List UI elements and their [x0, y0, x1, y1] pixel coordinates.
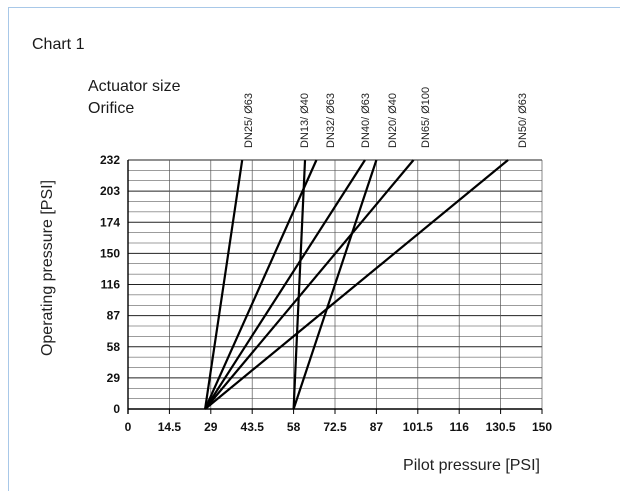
series-line	[292, 159, 307, 410]
x-tick-labels: 0 14.5 29 43.5 58 72.5 87 101.5 116 130.5 150	[125, 409, 552, 434]
y-tick-label: 0	[113, 402, 120, 416]
y-tick-label: 116	[101, 278, 121, 292]
y-tick-label: 174	[100, 215, 120, 229]
x-tick-label: 0	[125, 420, 132, 434]
x-tick-label: 116	[450, 420, 470, 434]
series-line	[292, 159, 378, 410]
y-tick-label: 87	[107, 309, 121, 323]
series-label: DN65/ Ø100	[420, 87, 432, 148]
series-line	[204, 159, 244, 410]
series-label: DN32/ Ø63	[325, 93, 337, 148]
x-tick-label: 14.5	[158, 420, 182, 434]
series-label: DN40/ Ø63	[360, 93, 372, 148]
x-tick-label: 58	[287, 420, 301, 434]
series-line	[204, 159, 415, 410]
series-label: DN50/ Ø63	[517, 93, 529, 148]
y-tick-labels: 0 29 58 87 116 150 174 203 232	[100, 153, 120, 416]
y-tick-label: 203	[100, 184, 120, 198]
x-tick-label: 72.5	[323, 420, 347, 434]
y-tick-label: 29	[107, 371, 121, 385]
series-label: DN20/ Ø40	[387, 93, 399, 148]
y-tick-label: 58	[107, 340, 121, 354]
x-tick-label: 101.5	[403, 420, 433, 434]
x-tick-label: 87	[370, 420, 384, 434]
frame-top-line	[8, 7, 620, 8]
actuator-size-header: Actuator size	[88, 78, 181, 95]
x-tick-label: 150	[532, 420, 552, 434]
series-labels: DN25/ Ø63 DN13/ Ø40 DN32/ Ø63 DN40/ Ø63 DN20…	[243, 87, 529, 148]
series-label: DN25/ Ø63	[243, 93, 255, 148]
series-lines	[204, 159, 509, 410]
chart-title: Chart 1	[32, 36, 85, 53]
y-tick-label: 150	[100, 246, 120, 260]
x-tick-label: 43.5	[241, 420, 265, 434]
orifice-header: Orifice	[88, 100, 135, 117]
x-axis-label: Pilot pressure [PSI]	[403, 457, 540, 474]
grid	[128, 159, 543, 409]
series-label: DN13/ Ø40	[299, 93, 311, 148]
series-line	[204, 159, 366, 410]
x-tick-label: 29	[204, 420, 218, 434]
x-tick-label: 130.5	[486, 420, 516, 434]
frame-left-line	[8, 7, 9, 491]
series-line	[204, 159, 509, 410]
y-axis-label: Operating pressure [PSI]	[39, 180, 56, 356]
y-tick-label: 232	[100, 153, 120, 167]
series-line	[204, 159, 318, 410]
